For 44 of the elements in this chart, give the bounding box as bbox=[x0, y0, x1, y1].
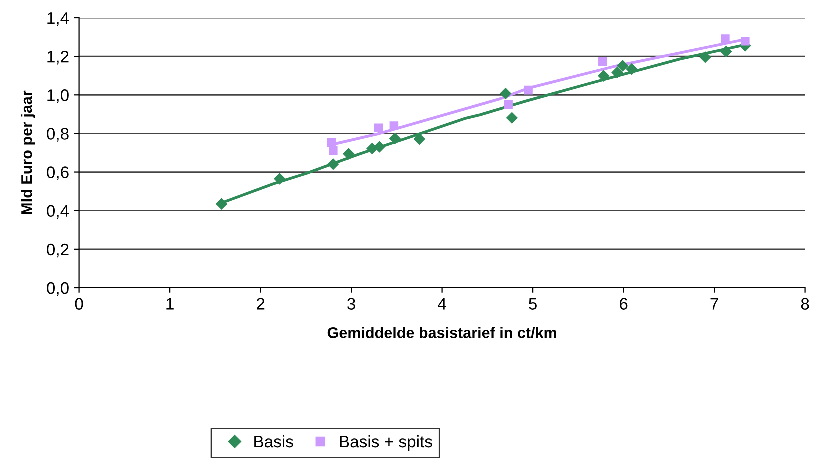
point bbox=[329, 146, 338, 156]
x-tick-label: 8 bbox=[801, 298, 810, 310]
legend-label: Basis bbox=[254, 435, 294, 448]
y-tick-label: 0,6 bbox=[47, 166, 69, 180]
point bbox=[612, 66, 624, 79]
point bbox=[342, 148, 355, 160]
point bbox=[389, 132, 401, 145]
legend-label: Basis + spits bbox=[340, 435, 432, 451]
point bbox=[504, 100, 513, 110]
point bbox=[506, 112, 518, 124]
point bbox=[720, 46, 732, 58]
point bbox=[390, 122, 399, 130]
point bbox=[328, 158, 340, 170]
y-tick-label: 1,2 bbox=[48, 50, 69, 65]
point bbox=[327, 138, 336, 148]
x-tick-label: 7 bbox=[710, 298, 718, 310]
x-tick-label: 6 bbox=[620, 298, 628, 310]
x-tick-label: 2 bbox=[257, 298, 265, 310]
point bbox=[524, 86, 533, 95]
point bbox=[700, 51, 712, 64]
y-tick-label: 0,4 bbox=[47, 205, 70, 220]
point bbox=[374, 124, 384, 133]
point bbox=[500, 88, 512, 100]
point bbox=[741, 36, 750, 46]
y-tick-label: 1,0 bbox=[48, 90, 69, 104]
point bbox=[274, 173, 286, 185]
point bbox=[617, 60, 629, 72]
y-tick-label: 0,8 bbox=[47, 128, 69, 142]
y-tick-label: 1,4 bbox=[48, 12, 70, 26]
point bbox=[374, 141, 386, 153]
x-tick-label: 0 bbox=[75, 298, 84, 310]
y-tick-label: 0,0 bbox=[47, 282, 69, 296]
point bbox=[598, 57, 608, 66]
x-tick-label: 5 bbox=[529, 298, 537, 310]
x-tick-label: 1 bbox=[166, 298, 174, 310]
x-axis-title: Gemiddelde basistarief in ct/km bbox=[328, 327, 556, 339]
y-axis-title: Mld Euro per jaar bbox=[21, 90, 36, 214]
x-tick-label: 4 bbox=[438, 298, 446, 310]
point bbox=[216, 198, 228, 210]
x-tick-label: 3 bbox=[348, 298, 356, 310]
y-tick-label: 0,2 bbox=[47, 244, 69, 258]
point bbox=[721, 34, 730, 44]
point bbox=[598, 70, 610, 82]
point bbox=[626, 63, 638, 76]
